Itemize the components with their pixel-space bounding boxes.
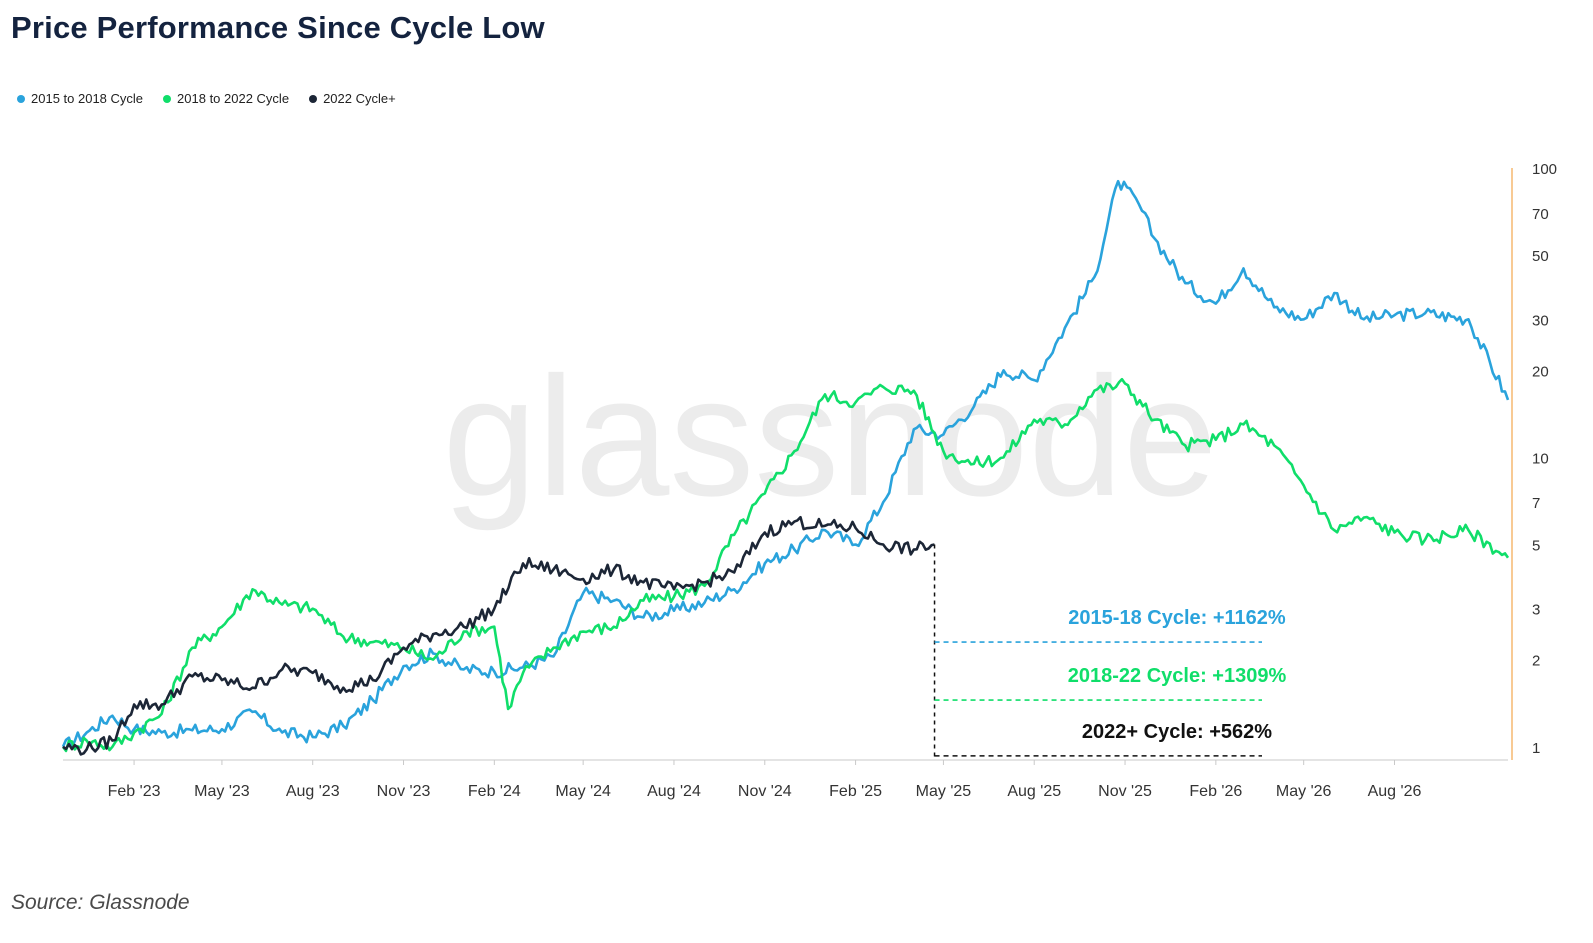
legend-label: 2015 to 2018 Cycle	[31, 91, 144, 106]
y-tick-label: 3	[1532, 602, 1540, 619]
x-tick-label: Feb '24	[468, 783, 521, 800]
chart-legend: 2015 to 2018 Cycle 2018 to 2022 Cycle 20…	[17, 91, 396, 106]
legend-item-2022-plus[interactable]: 2022 Cycle+	[309, 91, 396, 106]
x-tick-label: Aug '26	[1368, 783, 1422, 800]
y-tick-label: 1	[1532, 740, 1540, 757]
x-tick-label: May '26	[1276, 783, 1332, 800]
legend-item-2015-2018[interactable]: 2015 to 2018 Cycle	[17, 91, 143, 106]
x-tick-label: May '25	[916, 783, 972, 800]
x-tick-label: Feb '25	[829, 783, 882, 800]
y-tick-label: 2	[1532, 653, 1540, 670]
x-tick-label: Nov '25	[1098, 783, 1152, 800]
y-tick-label: 10	[1532, 450, 1549, 467]
y-tick-label: 70	[1532, 206, 1549, 223]
y-tick-label: 50	[1532, 248, 1549, 265]
annotation-2018-22-label: 2018-22 Cycle: +1309%	[1068, 665, 1287, 687]
series-line-2015-2018	[61, 179, 1510, 749]
legend-dot-icon	[309, 94, 318, 103]
chart-title: Price Performance Since Cycle Low	[11, 10, 545, 45]
legend-label: 2018 to 2022 Cycle	[177, 91, 290, 106]
x-tick-label: Aug '25	[1007, 783, 1061, 800]
x-tick-label: Aug '23	[286, 783, 340, 800]
x-tick-label: Feb '23	[108, 783, 161, 800]
y-tick-label: 20	[1532, 363, 1549, 380]
legend-item-2018-2022[interactable]: 2018 to 2022 Cycle	[163, 91, 289, 106]
series-line-2018-2022	[61, 377, 1510, 753]
series-line-2022-plus	[62, 515, 935, 756]
x-tick-label: May '24	[555, 783, 611, 800]
annotation-2022-plus-label: 2022+ Cycle: +562%	[1082, 721, 1272, 743]
annotation-2015-18-label: 2015-18 Cycle: +1162%	[1068, 607, 1286, 629]
y-tick-label: 7	[1532, 495, 1540, 512]
x-tick-label: Aug '24	[647, 783, 701, 800]
x-tick-label: May '23	[194, 783, 250, 800]
x-tick-label: Nov '23	[377, 783, 431, 800]
legend-label: 2022 Cycle+	[323, 91, 396, 106]
watermark-text: glassnode	[442, 342, 1217, 532]
x-tick-label: Nov '24	[738, 783, 792, 800]
y-tick-label: 100	[1532, 161, 1557, 178]
y-tick-label: 5	[1532, 537, 1540, 554]
source-caption: Source: Glassnode	[11, 891, 190, 914]
legend-dot-icon	[163, 94, 172, 103]
x-tick-label: Feb '26	[1189, 783, 1242, 800]
y-tick-label: 30	[1532, 312, 1549, 329]
legend-dot-icon	[17, 94, 25, 103]
